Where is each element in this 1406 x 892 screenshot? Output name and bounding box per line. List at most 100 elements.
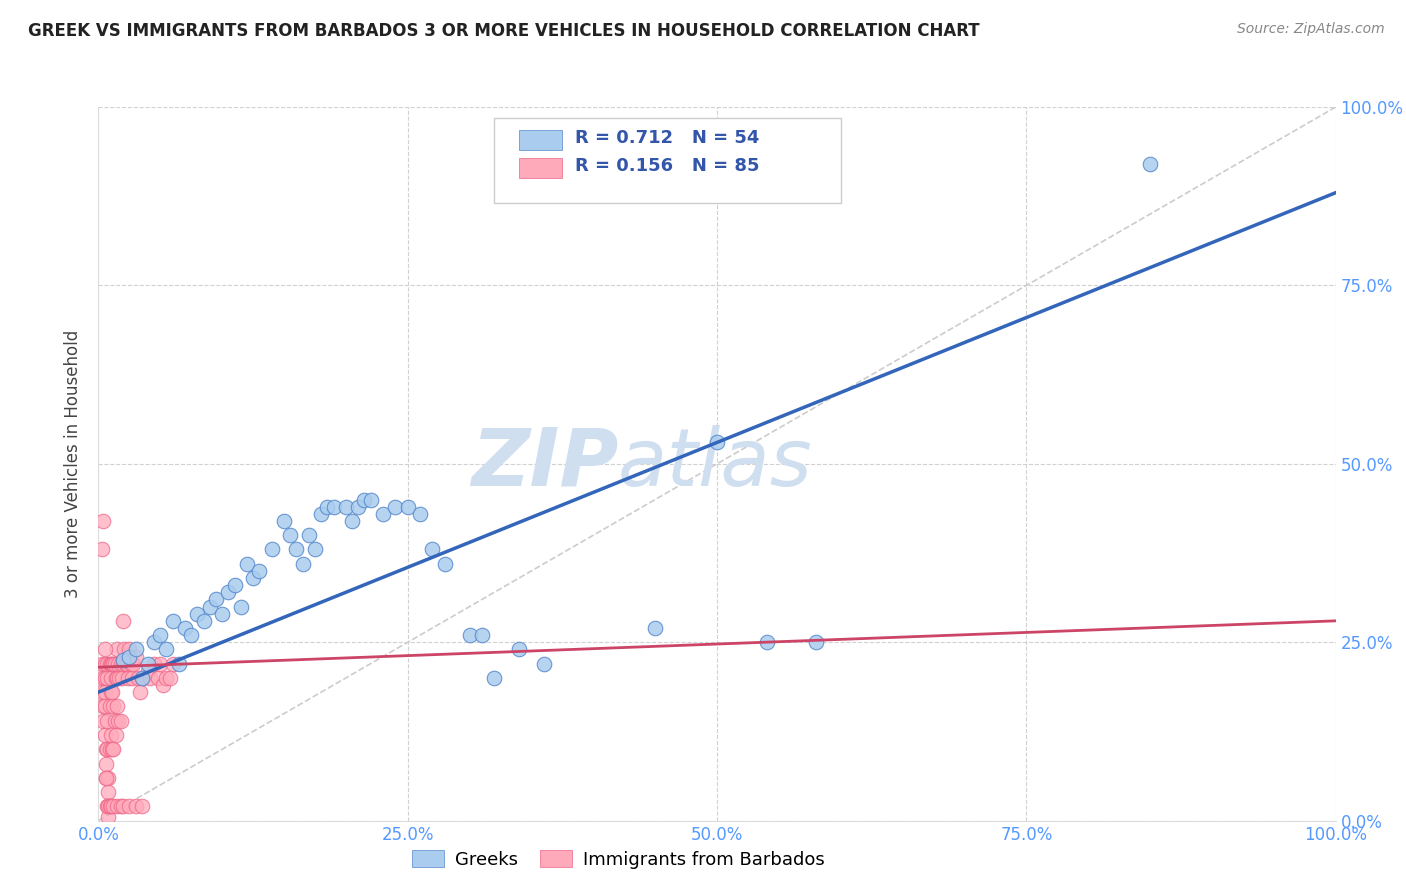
Point — [97, 799, 120, 814]
Point — [93, 728, 115, 742]
Point — [110, 714, 132, 728]
FancyBboxPatch shape — [519, 159, 562, 178]
Point — [112, 653, 135, 667]
Point — [111, 671, 134, 685]
Point — [93, 671, 115, 685]
Point — [114, 657, 136, 671]
Point — [105, 671, 128, 685]
Text: R = 0.156   N = 85: R = 0.156 N = 85 — [575, 157, 759, 175]
Point — [124, 642, 146, 657]
Point — [97, 771, 120, 785]
Point — [174, 621, 197, 635]
Point — [347, 500, 370, 514]
Point — [298, 528, 321, 542]
Point — [91, 542, 114, 557]
Point — [335, 500, 357, 514]
Point — [121, 671, 143, 685]
Point — [644, 621, 666, 635]
Point — [97, 785, 120, 799]
Point — [291, 557, 314, 571]
Point — [484, 671, 506, 685]
Point — [98, 742, 121, 756]
Point — [162, 657, 184, 671]
Point — [508, 642, 530, 657]
Point — [316, 500, 339, 514]
Point — [285, 542, 308, 557]
Point — [155, 671, 177, 685]
Point — [103, 657, 125, 671]
Point — [105, 799, 128, 814]
Y-axis label: 3 or more Vehicles in Household: 3 or more Vehicles in Household — [65, 330, 83, 598]
Point — [167, 657, 190, 671]
Point — [93, 657, 115, 671]
Point — [120, 657, 142, 671]
Point — [433, 557, 456, 571]
Point — [353, 492, 375, 507]
Point — [94, 756, 117, 771]
Point — [96, 671, 118, 685]
Point — [98, 699, 121, 714]
Point — [304, 542, 326, 557]
Point — [108, 671, 131, 685]
Point — [247, 564, 270, 578]
Point — [143, 635, 166, 649]
Point — [93, 685, 115, 699]
Point — [127, 671, 149, 685]
Point — [97, 810, 120, 824]
Point — [706, 435, 728, 450]
Point — [122, 657, 145, 671]
Point — [98, 799, 121, 814]
Point — [96, 714, 118, 728]
Point — [115, 657, 138, 671]
Point — [98, 657, 121, 671]
Point — [236, 557, 259, 571]
Point — [205, 592, 228, 607]
Point — [93, 699, 115, 714]
Point — [396, 500, 419, 514]
Point — [91, 685, 114, 699]
Point — [149, 628, 172, 642]
Legend: Greeks, Immigrants from Barbados: Greeks, Immigrants from Barbados — [405, 843, 832, 876]
Point — [100, 685, 122, 699]
Point — [104, 671, 127, 685]
Point — [422, 542, 444, 557]
Point — [97, 799, 120, 814]
Point — [159, 671, 181, 685]
Point — [96, 799, 118, 814]
Point — [229, 599, 252, 614]
Point — [273, 514, 295, 528]
Point — [117, 671, 139, 685]
Text: R = 0.712   N = 54: R = 0.712 N = 54 — [575, 128, 759, 146]
Point — [146, 671, 169, 685]
Point — [458, 628, 481, 642]
Point — [96, 657, 118, 671]
Point — [143, 657, 166, 671]
Point — [107, 657, 129, 671]
Point — [198, 599, 221, 614]
Point — [340, 514, 363, 528]
Point — [93, 699, 115, 714]
Point — [112, 799, 135, 814]
Point — [180, 628, 202, 642]
Point — [93, 671, 115, 685]
Point — [100, 728, 122, 742]
Point — [322, 500, 344, 514]
Text: GREEK VS IMMIGRANTS FROM BARBADOS 3 OR MORE VEHICLES IN HOUSEHOLD CORRELATION CH: GREEK VS IMMIGRANTS FROM BARBADOS 3 OR M… — [28, 22, 980, 40]
Point — [260, 542, 283, 557]
Point — [136, 657, 159, 671]
Point — [110, 657, 132, 671]
Point — [371, 507, 394, 521]
Text: Source: ZipAtlas.com: Source: ZipAtlas.com — [1237, 22, 1385, 37]
Point — [112, 614, 135, 628]
Point — [136, 664, 159, 678]
Point — [94, 771, 117, 785]
Point — [224, 578, 246, 592]
Point — [93, 714, 115, 728]
Point — [96, 742, 118, 756]
Point — [533, 657, 555, 671]
Point — [278, 528, 301, 542]
Point — [100, 671, 122, 685]
Point — [103, 799, 125, 814]
Point — [93, 514, 115, 528]
Point — [105, 642, 128, 657]
